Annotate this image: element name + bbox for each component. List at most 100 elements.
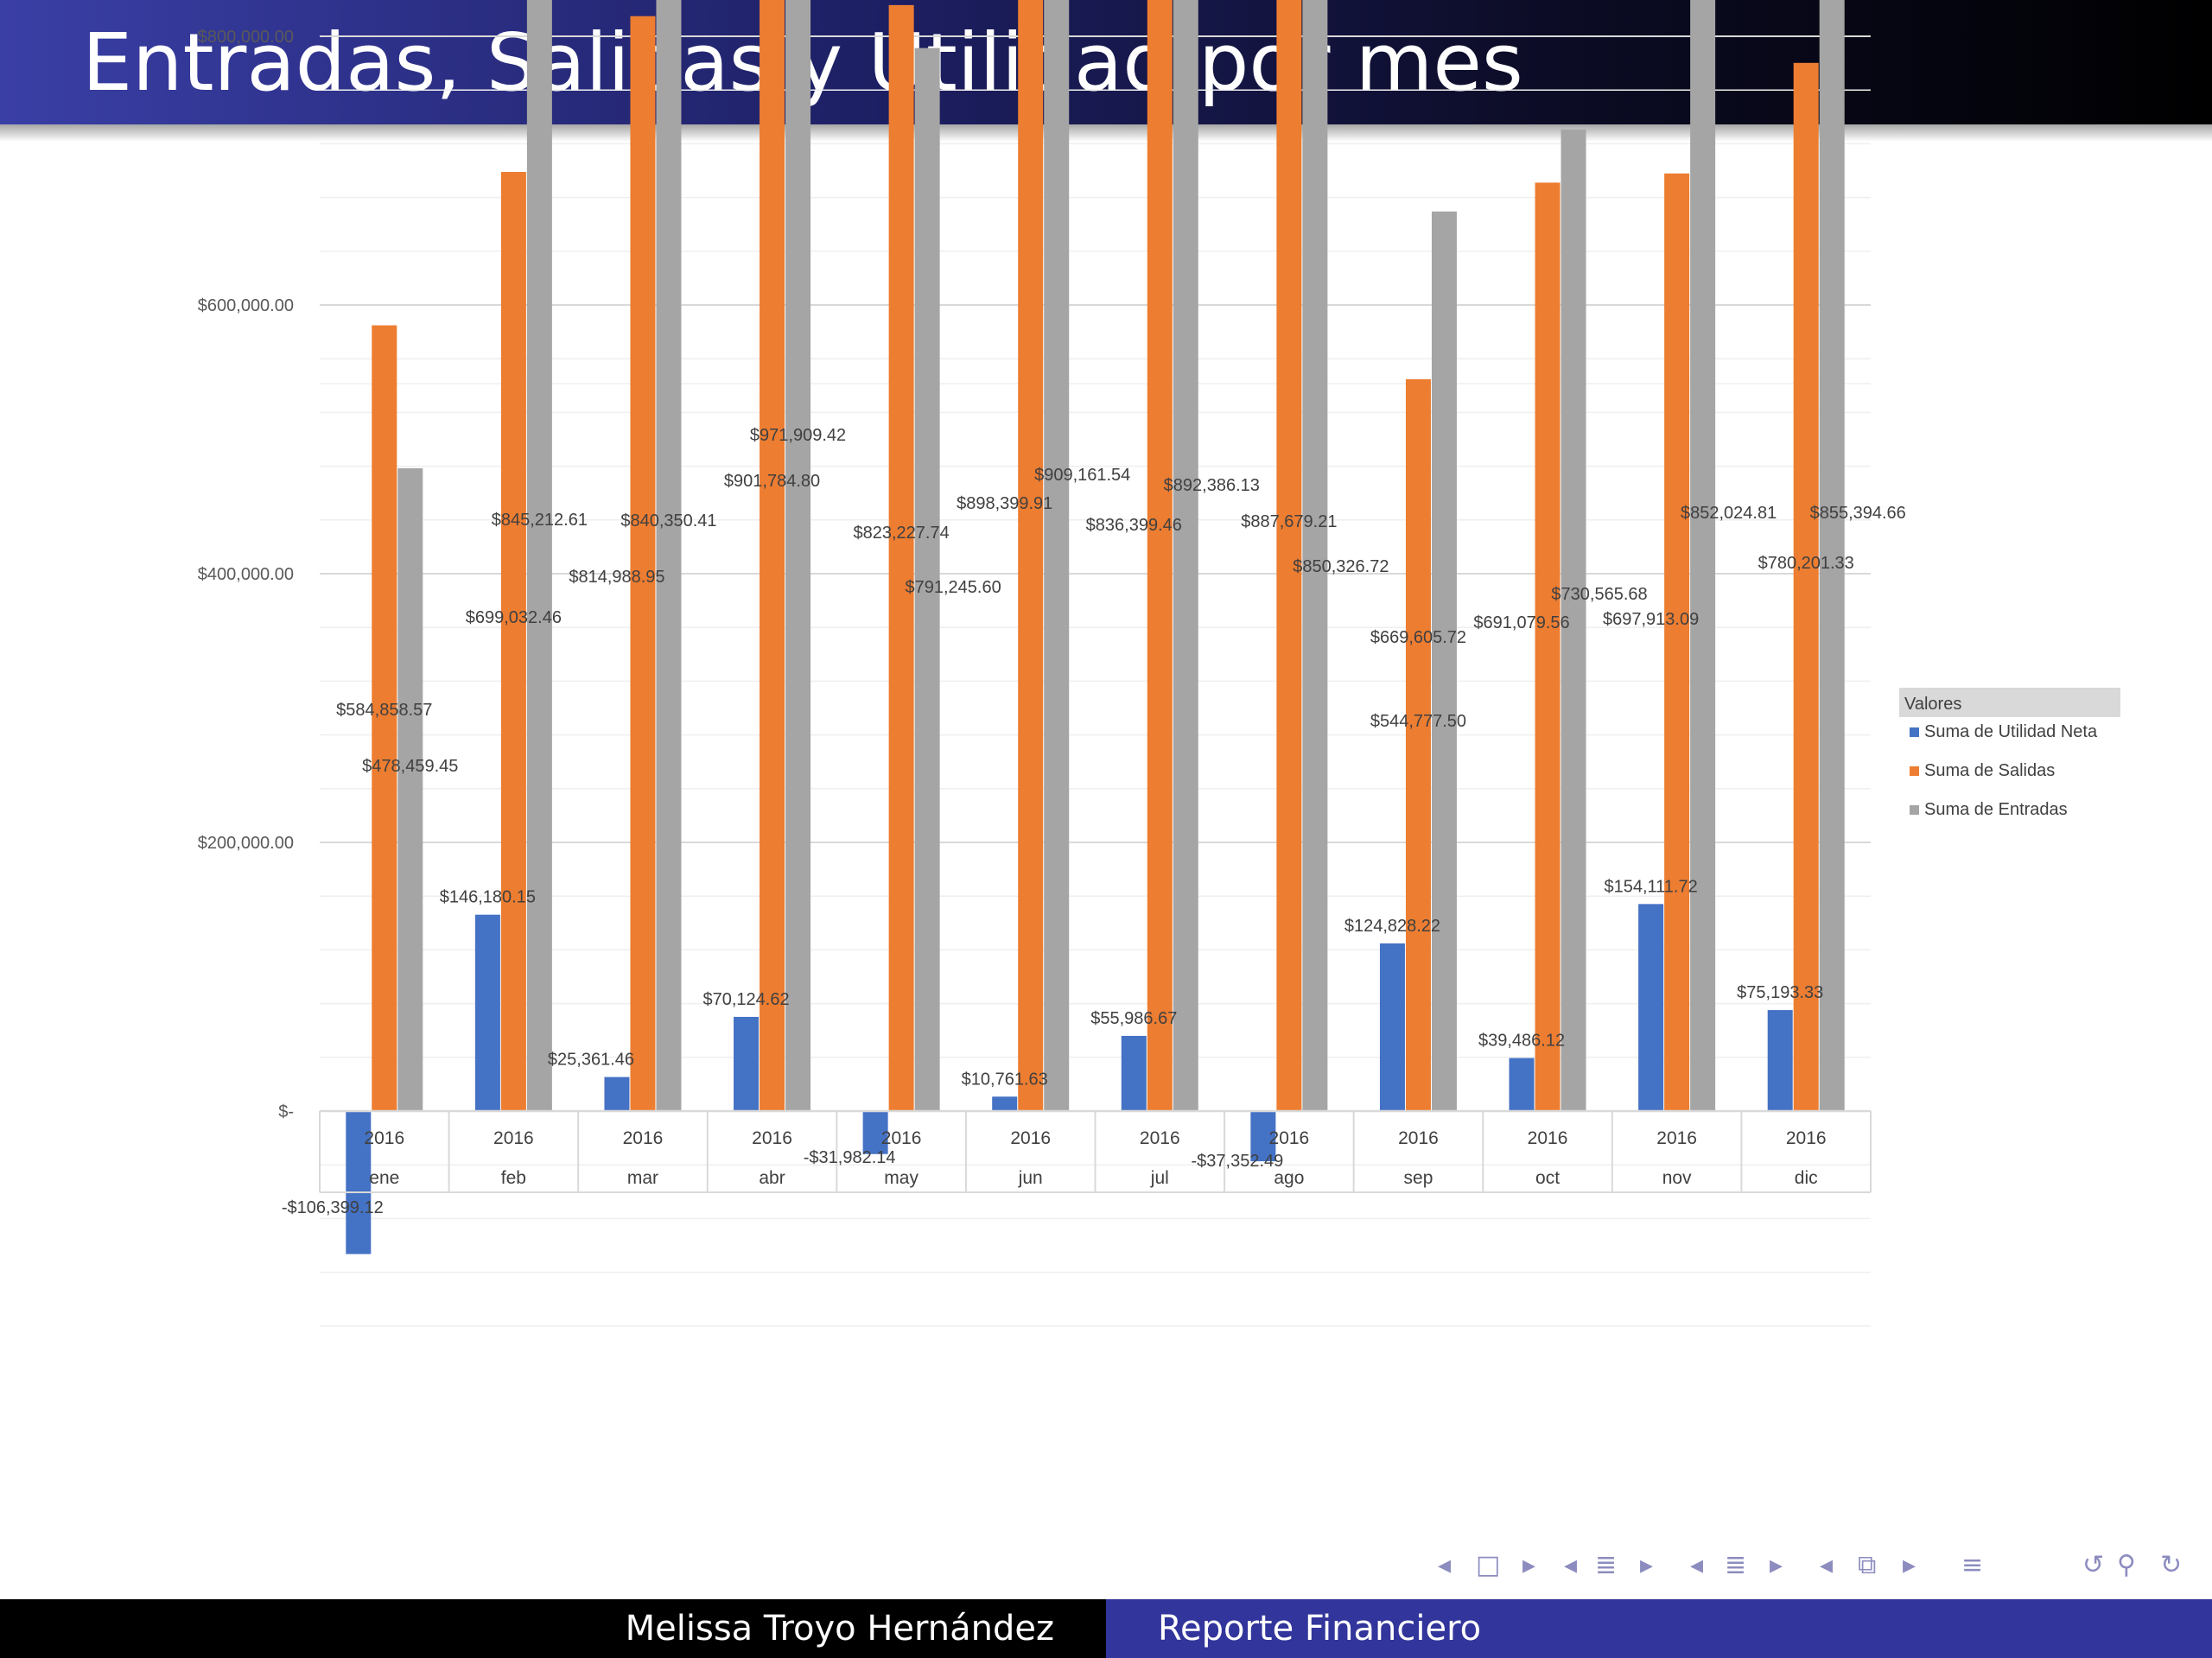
nav-search-icon[interactable]: ⚲ bbox=[2117, 1550, 2136, 1580]
year-label: 2016 bbox=[1398, 1128, 1439, 1148]
y-tick-label: $200,000.00 bbox=[198, 834, 294, 853]
nav-left-icon[interactable]: ◂ bbox=[1820, 1550, 1834, 1580]
bar-nov-1 bbox=[1664, 173, 1690, 1112]
bar-may-2 bbox=[914, 48, 940, 1112]
bar-dic-0 bbox=[1767, 1010, 1793, 1111]
footer-left-panel: Melissa Troyo Hernández bbox=[0, 1599, 1106, 1658]
month-label: dic bbox=[1795, 1168, 1818, 1188]
axis-layer: -$200,000.00$-$200,000.00$400,000.00$600… bbox=[198, 28, 1872, 1193]
nav-undo-icon[interactable]: ↺ bbox=[2082, 1550, 2105, 1580]
month-label: ene bbox=[369, 1168, 399, 1188]
data-label: $971,909.42 bbox=[750, 426, 846, 445]
nav-frame-icon[interactable]: □ bbox=[1476, 1550, 1501, 1580]
bar-dic-2 bbox=[1819, 0, 1845, 1111]
bar-sep-0 bbox=[1379, 943, 1405, 1111]
bar-may-0 bbox=[862, 1111, 888, 1154]
data-label: $855,394.66 bbox=[1810, 504, 1906, 523]
legend-entry: Suma de Salidas bbox=[1924, 761, 2055, 780]
data-label: $544,777.50 bbox=[1370, 712, 1466, 731]
month-label: jul bbox=[1150, 1168, 1169, 1188]
footer-report-title: Reporte Financiero bbox=[1158, 1609, 1482, 1648]
bar-oct-0 bbox=[1509, 1058, 1535, 1111]
month-label: mar bbox=[627, 1168, 658, 1188]
legend-swatch bbox=[1910, 805, 1919, 815]
data-label: $852,024.81 bbox=[1681, 504, 1777, 523]
nav-doc-icon[interactable]: ⧉ bbox=[1858, 1550, 1877, 1580]
year-label: 2016 bbox=[623, 1128, 664, 1148]
bar-jun-2 bbox=[1044, 0, 1070, 1112]
nav-redo-icon[interactable]: ↻ bbox=[2160, 1550, 2183, 1580]
bar-nov-2 bbox=[1690, 0, 1716, 1111]
nav-left-icon[interactable]: ◂ bbox=[1690, 1550, 1704, 1580]
data-label: $55,986.67 bbox=[1090, 1009, 1177, 1028]
bar-oct-2 bbox=[1560, 129, 1586, 1112]
bar-jun-0 bbox=[992, 1096, 1018, 1111]
nav-subsection-icon[interactable]: ≣ bbox=[1595, 1550, 1618, 1580]
data-label: $70,124.62 bbox=[702, 990, 789, 1009]
bar-jul-1 bbox=[1147, 0, 1173, 1112]
bar-sep-2 bbox=[1431, 211, 1457, 1112]
bar-mar-2 bbox=[656, 0, 682, 1111]
year-label: 2016 bbox=[1656, 1128, 1697, 1148]
bar-ago-2 bbox=[1302, 0, 1328, 1112]
month-label: abr bbox=[759, 1168, 785, 1188]
nav-right-icon[interactable]: ▸ bbox=[1770, 1550, 1783, 1580]
nav-right-icon[interactable]: ▸ bbox=[1522, 1550, 1536, 1580]
nav-right-icon[interactable]: ▸ bbox=[1903, 1550, 1916, 1580]
data-label: $154,111.72 bbox=[1604, 877, 1697, 896]
data-label: $814,988.95 bbox=[569, 568, 664, 587]
data-label: $909,161.54 bbox=[1034, 466, 1130, 485]
year-label: 2016 bbox=[881, 1128, 922, 1148]
bar-ene-1 bbox=[372, 325, 397, 1111]
bar-abr-2 bbox=[785, 0, 811, 1111]
nav-left-icon[interactable]: ◂ bbox=[1564, 1550, 1578, 1580]
year-label: 2016 bbox=[1269, 1128, 1310, 1148]
data-label: $780,201.33 bbox=[1758, 554, 1854, 573]
bar-mar-0 bbox=[604, 1077, 630, 1111]
bar-nov-0 bbox=[1638, 904, 1664, 1111]
bar-jul-0 bbox=[1121, 1035, 1147, 1111]
year-label: 2016 bbox=[1786, 1128, 1827, 1148]
data-label: $840,350.41 bbox=[620, 511, 716, 530]
bar-feb-0 bbox=[474, 914, 500, 1111]
data-label: $669,605.72 bbox=[1370, 628, 1466, 647]
legend-entry: Suma de Entradas bbox=[1924, 800, 2068, 819]
nav-section-icon[interactable]: ≣ bbox=[1725, 1550, 1747, 1580]
legend-swatch bbox=[1910, 766, 1919, 776]
beamer-navigation: ◂ □ ▸ ◂ ≣ ▸ ◂ ≣ ▸ ◂ ⧉ ▸ ≡ ↺ ⚲ ↻ bbox=[1426, 1547, 2195, 1585]
bar-chart: -$200,000.00$-$200,000.00$400,000.00$600… bbox=[198, 0, 2120, 1327]
nav-right-icon[interactable]: ▸ bbox=[1640, 1550, 1654, 1580]
y-tick-label: $400,000.00 bbox=[198, 565, 294, 584]
footer-right-panel: Reporte Financiero bbox=[1106, 1599, 2212, 1658]
month-label: may bbox=[884, 1168, 918, 1188]
year-label: 2016 bbox=[493, 1128, 534, 1148]
bar-abr-0 bbox=[734, 1016, 760, 1111]
legend-entry: Suma de Utilidad Neta bbox=[1924, 722, 2098, 741]
data-label: $478,459.45 bbox=[362, 757, 458, 776]
bar-dic-1 bbox=[1793, 62, 1819, 1111]
data-label: $730,565.68 bbox=[1551, 585, 1647, 604]
data-label: $901,784.80 bbox=[724, 472, 820, 491]
bar-may-1 bbox=[888, 4, 914, 1112]
data-label: $10,761.63 bbox=[962, 1070, 1048, 1089]
month-label: jun bbox=[1018, 1168, 1043, 1188]
bar-ago-0 bbox=[1250, 1111, 1276, 1162]
year-label: 2016 bbox=[752, 1128, 792, 1148]
legend-header bbox=[1899, 688, 2120, 717]
data-label: $850,326.72 bbox=[1293, 557, 1389, 576]
data-label: $887,679.21 bbox=[1241, 512, 1337, 531]
data-label: $791,245.60 bbox=[906, 578, 1001, 597]
year-label: 2016 bbox=[1010, 1128, 1051, 1148]
nav-outline-icon[interactable]: ≡ bbox=[1961, 1550, 1984, 1580]
bar-ene-2 bbox=[397, 467, 423, 1111]
data-label: $146,180.15 bbox=[440, 888, 536, 907]
legend-title: Valores bbox=[1904, 695, 1961, 714]
data-label: $697,913.09 bbox=[1603, 610, 1699, 629]
year-label: 2016 bbox=[1140, 1128, 1180, 1148]
data-label: $25,361.46 bbox=[548, 1051, 634, 1070]
nav-left-icon[interactable]: ◂ bbox=[1438, 1550, 1452, 1580]
data-label: $898,399.91 bbox=[957, 494, 1052, 513]
data-label: $836,399.46 bbox=[1086, 516, 1182, 535]
data-label: $691,079.56 bbox=[1473, 613, 1569, 632]
bar-mar-1 bbox=[630, 16, 656, 1112]
